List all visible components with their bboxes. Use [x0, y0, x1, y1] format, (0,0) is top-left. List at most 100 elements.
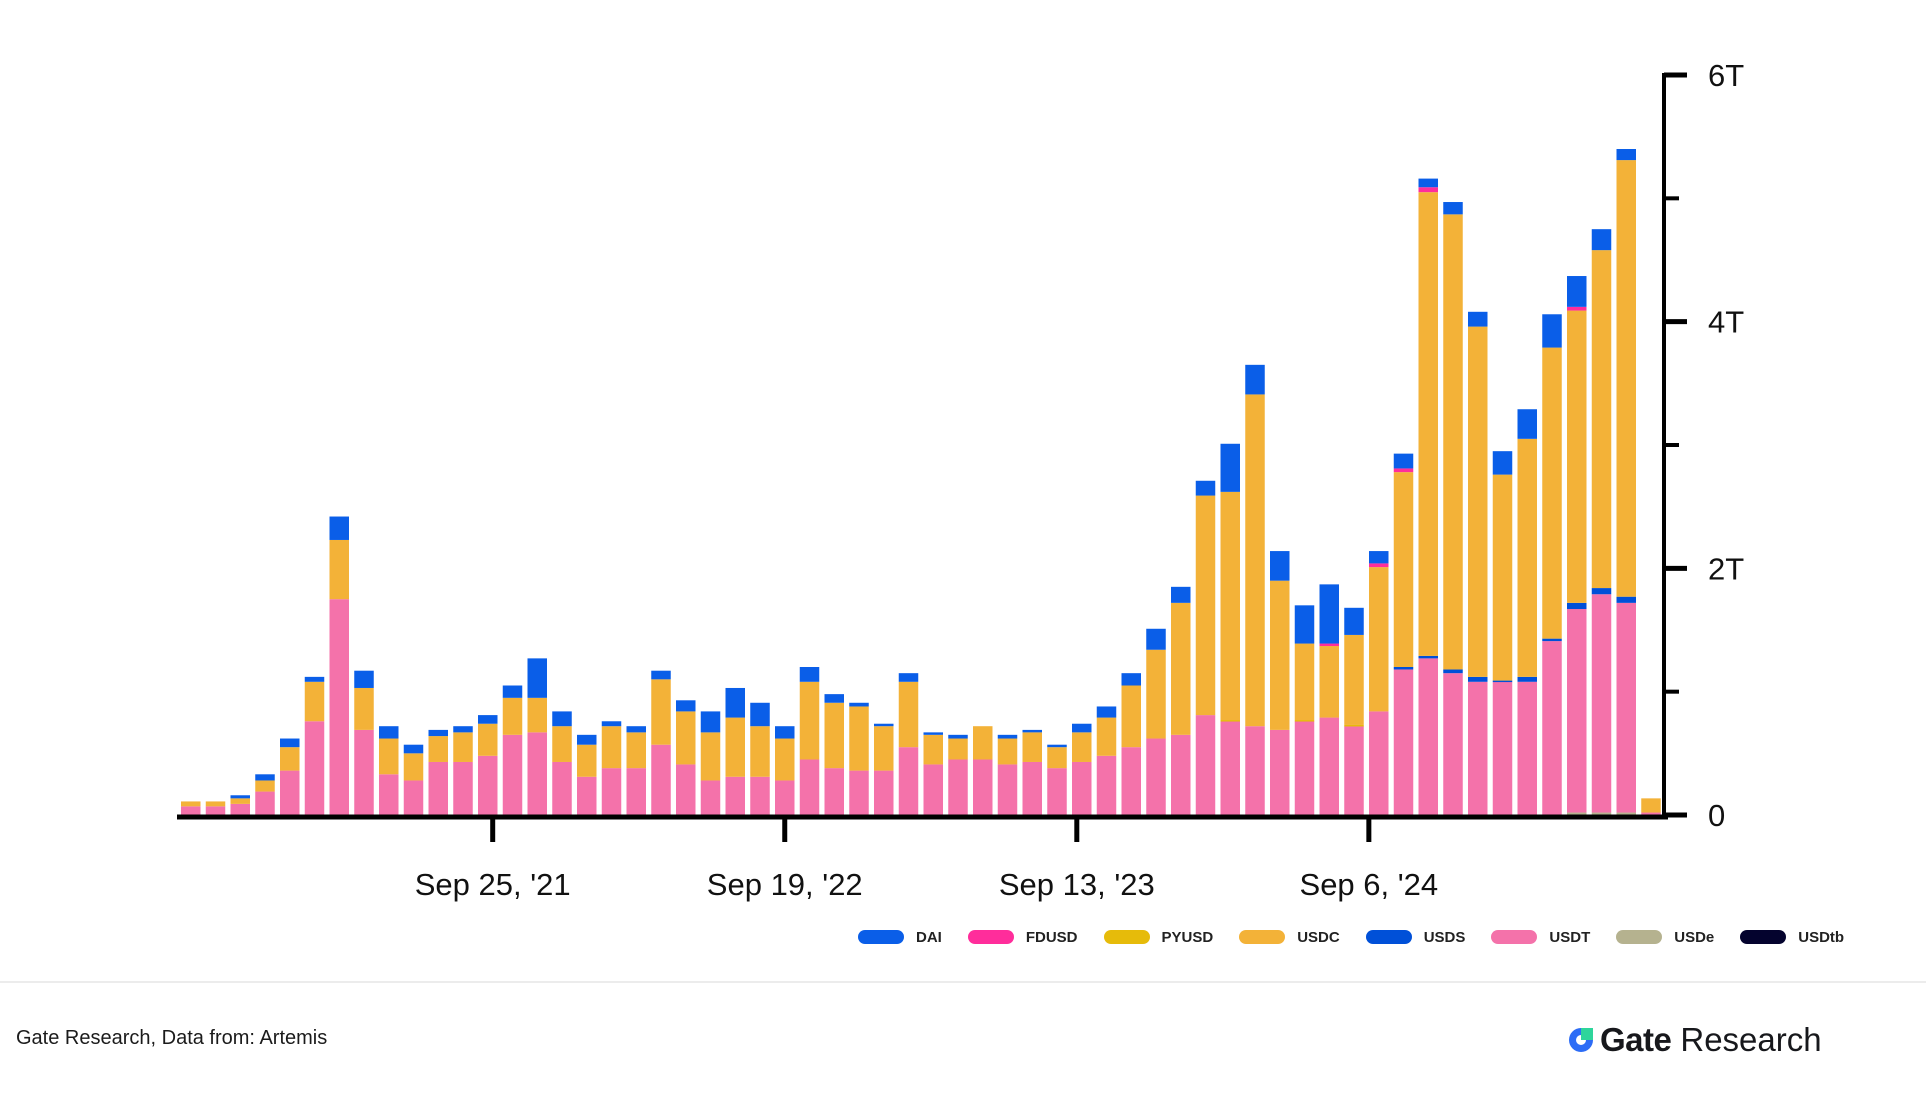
bar-stack: [1270, 551, 1290, 815]
bar-segment-usdc: [1121, 685, 1141, 748]
bar-segment-dai: [453, 726, 473, 733]
bar-segment-usdt: [1294, 721, 1315, 815]
bar-stack: [1616, 149, 1636, 815]
bar-stack: [1344, 607, 1364, 815]
legend-label-fdusd: FDUSD: [1025, 928, 1078, 946]
bar-segment-usdc: [552, 726, 572, 762]
bars-layer: [181, 149, 1661, 815]
bar-segment-usdc: [1567, 310, 1587, 603]
bar-segment-usdt: [725, 776, 745, 815]
bar-segment-usdc: [1393, 472, 1414, 667]
bar-segment-usdc: [1245, 394, 1265, 727]
bar-segment-pyusd: [1344, 724, 1364, 727]
bar-stack: [1096, 706, 1117, 815]
bar-segment-usdt: [428, 761, 448, 815]
bar-segment-dai: [1567, 276, 1587, 307]
bar-segment-usds: [1418, 655, 1438, 659]
bar-segment-pyusd: [1220, 720, 1240, 722]
bar-stack: [948, 734, 968, 815]
bar-segment-usdt: [1616, 602, 1636, 813]
bar-segment-dai: [1294, 605, 1315, 644]
bar-stack: [552, 711, 572, 815]
bar-segment-dai: [1121, 673, 1141, 686]
bar-segment-dai: [849, 702, 869, 707]
bar-segment-usdc: [527, 697, 547, 733]
bar-segment-usds: [1567, 602, 1587, 610]
bar-segment-usdt: [1096, 755, 1117, 815]
bar-segment-usde: [1616, 812, 1636, 815]
bar-segment-dai: [997, 734, 1018, 739]
bar-segment-usdt: [1418, 658, 1438, 815]
legend-item-usds[interactable]: USDS: [1365, 929, 1465, 946]
bar-segment-usdt: [1468, 681, 1488, 815]
legend-item-usde[interactable]: USDe: [1616, 929, 1714, 946]
bar-segment-dai: [1146, 628, 1166, 650]
source-note: Gate Research, Data from: Artemis: [16, 1027, 328, 1049]
bar-segment-dai: [700, 711, 721, 733]
stacked-bar-chart: 0 2T 4T 6T Sep 25, '21 Sep 19, '22 Sep 13, '2…: [177, 58, 1744, 902]
bar-segment-usdt: [379, 774, 399, 815]
bar-segment-usds: [1591, 588, 1612, 595]
x-tick-label: Sep 6, '24: [1300, 867, 1439, 902]
bar-segment-fdusd: [1369, 563, 1389, 568]
bar-segment-dai: [1195, 480, 1216, 496]
bar-segment-usdc: [304, 681, 325, 722]
bar-segment-usdc: [428, 736, 448, 762]
bar-stack: [1072, 723, 1092, 815]
bar-segment-usds: [1443, 669, 1463, 674]
bar-segment-usdc: [1072, 732, 1092, 762]
legend-item-pyusd[interactable]: PYUSD: [1103, 929, 1213, 946]
bar-segment-usdt: [824, 768, 844, 815]
bar-stack: [1294, 605, 1315, 815]
bar-segment-usdt: [403, 780, 424, 815]
legend-swatch-dai: [858, 930, 904, 944]
bar-segment-usdt: [230, 803, 250, 815]
bar-segment-dai: [577, 734, 597, 745]
bar-segment-usdt: [1195, 715, 1216, 815]
legend-item-dai[interactable]: DAI: [858, 929, 942, 946]
bar-segment-usdt: [700, 780, 721, 815]
legend-swatch-usdt: [1491, 930, 1538, 944]
bar-stack: [676, 700, 696, 815]
bar-segment-usdc: [1468, 326, 1488, 677]
bar-segment-usdc: [379, 738, 399, 775]
bar-segment-dai: [1072, 723, 1092, 733]
bar-segment-usde: [1567, 812, 1587, 815]
bar-segment-usdt: [750, 776, 770, 815]
legend-label-dai: DAI: [916, 928, 942, 946]
bar-segment-dai: [1418, 178, 1438, 188]
bar-segment-dai: [824, 694, 844, 703]
bar-stack: [1468, 311, 1488, 815]
bar-segment-usds: [1542, 638, 1562, 642]
gate-logo-icon: [1569, 1028, 1593, 1052]
bar-stack: [1542, 314, 1562, 815]
bar-segment-usdc: [725, 717, 745, 777]
legend-item-usdt[interactable]: USDT: [1491, 929, 1590, 946]
footer-divider: [0, 981, 1926, 983]
bar-segment-usdt: [1492, 681, 1513, 815]
bar-segment-usdt: [1022, 761, 1042, 815]
bar-segment-dai: [354, 670, 374, 688]
bar-segment-usdc: [1517, 438, 1537, 677]
legend-item-usdc[interactable]: USDC: [1239, 929, 1340, 946]
bar-segment-dai: [1171, 586, 1191, 603]
x-tick-label: Sep 13, '23: [999, 867, 1155, 902]
legend-item-fdusd[interactable]: FDUSD: [967, 928, 1078, 946]
bar-segment-dai: [478, 715, 498, 724]
bar-segment-usdt: [527, 732, 547, 815]
bar-segment-usdt: [453, 761, 473, 815]
gate-research-logo: Gate Research: [1566, 1021, 1822, 1058]
bar-segment-usdt: [329, 599, 349, 815]
bar-segment-usdc: [750, 726, 770, 777]
bar-segment-usdc: [874, 726, 894, 771]
bar-segment-dai: [651, 670, 671, 680]
bar-segment-usdc: [626, 732, 646, 769]
bar-stack: [626, 726, 646, 815]
bar-segment-usdc: [255, 780, 275, 792]
bar-stack: [601, 721, 622, 815]
bar-stack: [1492, 451, 1513, 815]
bar-segment-dai: [280, 738, 300, 748]
bar-segment-usdc: [1270, 580, 1290, 730]
legend-item-usdtb[interactable]: USDtb: [1740, 929, 1844, 946]
bar-segment-usdc: [1443, 214, 1463, 670]
